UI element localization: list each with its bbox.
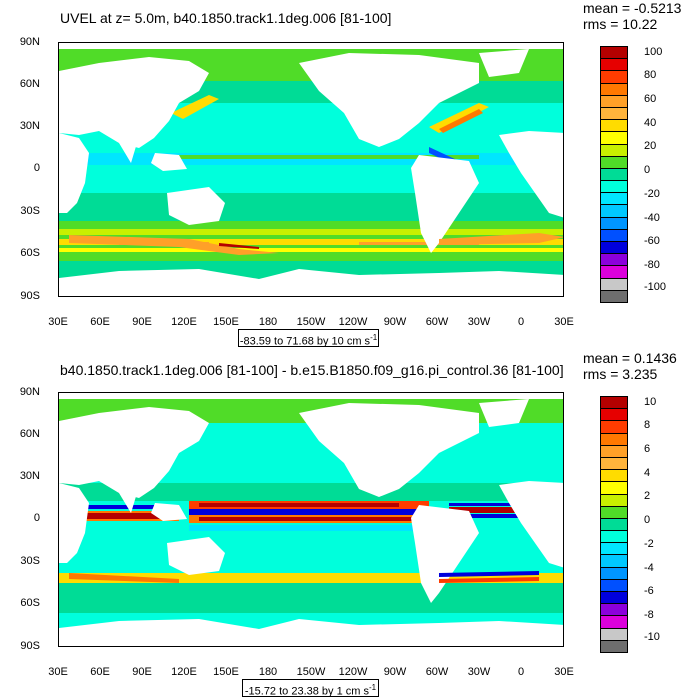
colorbar-label: -40 [644, 212, 660, 224]
bottom-map-plot [58, 392, 564, 647]
bottom-map-title: b40.1850.track1.1deg.006 [81-100] - b.e1… [60, 362, 564, 378]
lat-label: 90N [19, 36, 40, 48]
colorbar-label: -6 [644, 585, 654, 597]
bottom-contour-range-exponent: -1 [369, 683, 377, 692]
lat-label: 90S [20, 290, 40, 302]
bottom-contour-range-text: -15.72 to 23.38 by 1 cm s [244, 685, 369, 698]
top-map-title: UVEL at z= 5.0m, b40.1850.track1.1deg.00… [60, 10, 392, 26]
colorbar-label: 80 [644, 69, 657, 81]
top-ocean-field [59, 43, 563, 296]
lon-label: 150E [213, 666, 239, 678]
lat-label: 30S [20, 555, 40, 567]
lon-label: 30E [48, 316, 68, 328]
lon-label: 120E [171, 666, 197, 678]
bottom-rms-value: rms = 3.235 [583, 366, 658, 382]
lat-label: 60S [20, 247, 40, 259]
top-map-panel: UVEL at z= 5.0m, b40.1850.track1.1deg.00… [19, 0, 682, 348]
lat-label: 60S [20, 597, 40, 609]
lon-label: 150W [296, 666, 326, 678]
colorbar-label: 40 [644, 117, 657, 129]
top-contour-range: -83.59 to 71.68 by 10 cm s-1 [238, 329, 379, 348]
colorbar-label: 8 [644, 419, 651, 431]
lat-label: 30N [19, 470, 40, 482]
lat-label: 90N [19, 386, 40, 398]
colorbar-label: -60 [644, 235, 660, 247]
lat-label: 60N [19, 78, 40, 90]
colorbar-label: 0 [644, 164, 651, 176]
lat-label: 30N [19, 120, 40, 132]
lon-label: 120W [338, 666, 368, 678]
lon-label: 150W [296, 316, 326, 328]
lon-label: 30E [48, 666, 68, 678]
lat-label: 60N [19, 428, 40, 440]
bottom-colorbar [600, 396, 628, 653]
lon-label: 0 [517, 666, 525, 678]
colorbar-label: 100 [644, 46, 663, 58]
lon-label: 30E [554, 666, 574, 678]
lat-label: 0 [33, 162, 40, 174]
colorbar-label: 10 [644, 396, 657, 408]
top-map-stats: mean = -0.5213 rms = 10.22 [583, 0, 681, 32]
lon-label: 120W [338, 316, 368, 328]
top-contour-range-text: -83.59 to 71.68 by 10 cm s [239, 335, 371, 348]
lon-label: 150E [213, 316, 239, 328]
bottom-mean-value: mean = 0.1436 [583, 350, 677, 366]
bottom-ocean-field [59, 393, 563, 646]
top-rms-value: rms = 10.22 [583, 16, 658, 32]
lon-label: 60W [425, 666, 449, 678]
bottom-map-panel: b40.1850.track1.1deg.006 [81-100] - b.e1… [0, 350, 700, 700]
lat-label: 0 [33, 512, 40, 524]
top-mean-value: mean = -0.5213 [583, 0, 682, 16]
colorbar-label: 4 [644, 467, 651, 479]
colorbar-label: 2 [644, 490, 651, 502]
colorbar-label: -10 [644, 631, 660, 643]
colorbar-label: -4 [644, 562, 654, 574]
colorbar-label: -2 [644, 538, 654, 550]
lon-label: 180 [258, 316, 278, 328]
colorbar-label: 0 [644, 514, 651, 526]
lon-label: 30W [467, 666, 491, 678]
lon-label: 30W [467, 316, 491, 328]
bottom-contour-range: -15.72 to 23.38 by 1 cm s-1 [242, 679, 379, 698]
lon-label: 0 [517, 316, 525, 328]
colorbar-label: -80 [644, 259, 660, 271]
colorbar-label: -20 [644, 188, 660, 200]
colorbar-label: 20 [644, 140, 657, 152]
colorbar-label: -100 [644, 281, 667, 293]
lon-label: 180 [258, 666, 278, 678]
lon-label: 90W [383, 666, 407, 678]
colorbar-label: 60 [644, 93, 657, 105]
lon-label: 60E [90, 316, 110, 328]
top-colorbar [600, 46, 628, 303]
lon-label: 90E [132, 316, 152, 328]
top-map-plot [58, 42, 564, 297]
lat-label: 90S [20, 640, 40, 652]
lon-label: 90E [132, 666, 152, 678]
colorbar-label: -8 [644, 609, 654, 621]
lon-label: 120E [171, 316, 197, 328]
lon-label: 60W [425, 316, 449, 328]
colorbar-label: 6 [644, 443, 651, 455]
top-contour-range-exponent: -1 [370, 333, 378, 342]
colorbar-swatch [600, 289, 628, 303]
colorbar-swatch [600, 639, 628, 653]
lon-label: 30E [554, 316, 574, 328]
lon-label: 90W [383, 316, 407, 328]
lat-label: 30S [20, 205, 40, 217]
lon-label: 60E [90, 666, 110, 678]
bottom-map-stats: mean = 0.1436 rms = 3.235 [583, 350, 677, 382]
